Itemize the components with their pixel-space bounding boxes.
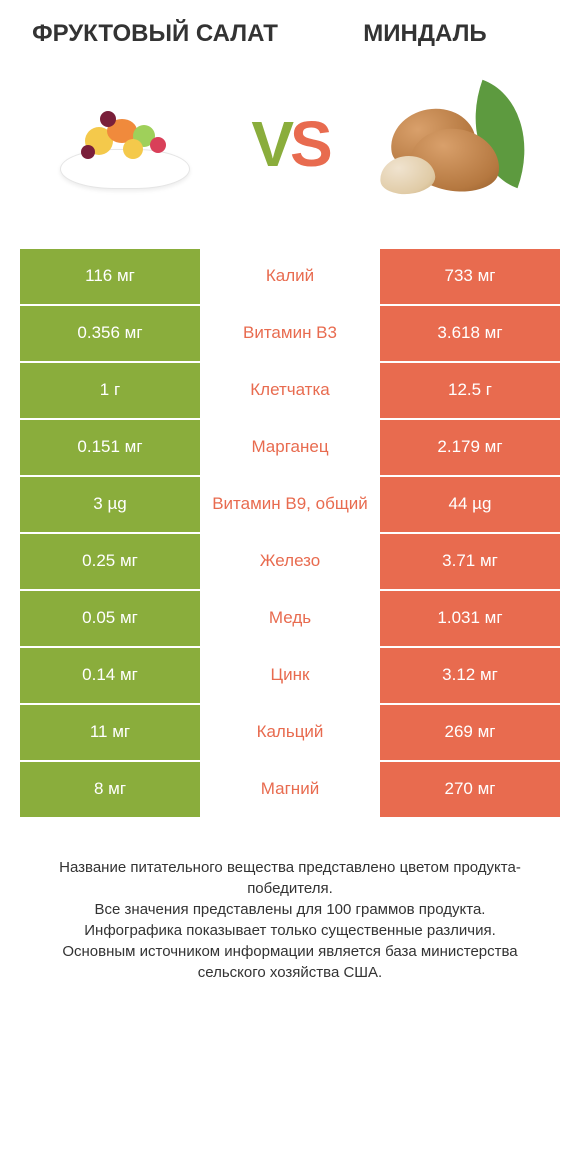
right-value-cell: 3.618 мг [380,306,560,361]
left-value-cell: 0.151 мг [20,420,200,475]
right-value-cell: 3.71 мг [380,534,560,589]
left-value-cell: 0.14 мг [20,648,200,703]
nutrient-label-cell: Железо [200,534,380,589]
footer-notes: Название питательного вещества представл… [20,857,560,983]
footer-line: Инфографика показывает только существенн… [30,920,550,941]
vs-s: S [290,108,329,180]
nutrient-label-cell: Марганец [200,420,380,475]
table-row: 3 µgВитамин B9, общий44 µg [20,477,560,532]
footer-line: Все значения представлены для 100 граммо… [30,899,550,920]
right-food-title: Миндаль [290,20,560,49]
left-value-cell: 0.05 мг [20,591,200,646]
table-row: 0.05 мгМедь1.031 мг [20,591,560,646]
almond-icon [370,79,540,209]
nutrient-label-cell: Медь [200,591,380,646]
nutrient-label-cell: Витамин B3 [200,306,380,361]
table-row: 0.356 мгВитамин B33.618 мг [20,306,560,361]
footer-line: Основным источником информации является … [30,941,550,983]
nutrient-label-cell: Калий [200,249,380,304]
table-row: 8 мгМагний270 мг [20,762,560,817]
left-value-cell: 1 г [20,363,200,418]
nutrient-label-cell: Цинк [200,648,380,703]
nutrient-label-cell: Витамин B9, общий [200,477,380,532]
right-value-cell: 269 мг [380,705,560,760]
left-value-cell: 116 мг [20,249,200,304]
left-food-title: Фруктовый салат [20,20,290,49]
right-value-cell: 3.12 мг [380,648,560,703]
left-value-cell: 3 µg [20,477,200,532]
left-value-cell: 0.356 мг [20,306,200,361]
right-value-cell: 1.031 мг [380,591,560,646]
fruit-salad-icon [40,79,210,209]
left-value-cell: 11 мг [20,705,200,760]
footer-line: Название питательного вещества представл… [30,857,550,899]
nutrient-label-cell: Кальций [200,705,380,760]
table-row: 11 мгКальций269 мг [20,705,560,760]
table-row: 1 гКлетчатка12.5 г [20,363,560,418]
right-value-cell: 44 µg [380,477,560,532]
right-value-cell: 12.5 г [380,363,560,418]
table-row: 116 мгКалий733 мг [20,249,560,304]
nutrient-table: 116 мгКалий733 мг0.356 мгВитамин B33.618… [20,249,560,817]
left-value-cell: 8 мг [20,762,200,817]
right-value-cell: 270 мг [380,762,560,817]
table-row: 0.25 мгЖелезо3.71 мг [20,534,560,589]
table-row: 0.151 мгМарганец2.179 мг [20,420,560,475]
right-value-cell: 733 мг [380,249,560,304]
nutrient-label-cell: Магний [200,762,380,817]
nutrient-label-cell: Клетчатка [200,363,380,418]
left-value-cell: 0.25 мг [20,534,200,589]
titles-row: Фруктовый салат Миндаль [20,20,560,49]
images-row: VS [20,79,560,209]
vs-label: VS [251,107,328,181]
vs-v: V [251,108,290,180]
right-value-cell: 2.179 мг [380,420,560,475]
table-row: 0.14 мгЦинк3.12 мг [20,648,560,703]
comparison-infographic: Фруктовый салат Миндаль VS [0,0,580,1174]
